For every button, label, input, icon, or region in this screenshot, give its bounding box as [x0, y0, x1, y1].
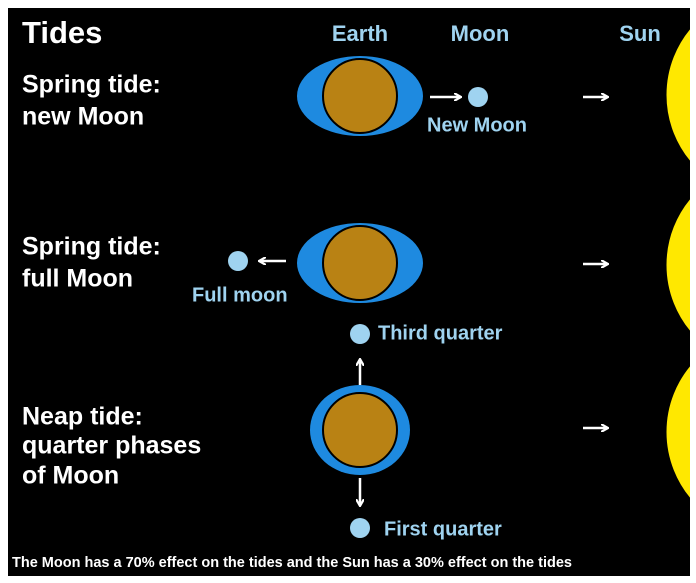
moon: [350, 518, 370, 538]
tides-diagram: Tides Earth Moon Sun Spring tide: new Mo…: [0, 0, 696, 583]
suns: [665, 0, 696, 537]
moon: [228, 251, 248, 271]
moon: [350, 324, 370, 344]
moon-label: New Moon: [427, 114, 527, 136]
moon-label: First quarter: [384, 518, 502, 540]
moon: [468, 87, 488, 107]
panel-label: Neap tide:: [22, 403, 143, 431]
footer: The Moon has a 70% effect on the tides a…: [12, 555, 572, 571]
panel-label: quarter phases: [22, 432, 201, 460]
panel-label: full Moon: [22, 265, 133, 293]
title: Tides: [22, 15, 102, 50]
panel-label: Spring tide:: [22, 71, 161, 99]
moon-label: Full moon: [192, 284, 288, 306]
earth: [323, 59, 397, 133]
panel-label: of Moon: [22, 462, 119, 490]
earth: [323, 226, 397, 300]
column-header: Moon: [451, 21, 510, 46]
moon-label: Third quarter: [378, 322, 503, 344]
panel-label: new Moon: [22, 103, 144, 131]
panel-label: Spring tide:: [22, 233, 161, 261]
earth: [323, 393, 397, 467]
column-header: Sun: [619, 21, 661, 46]
column-header: Earth: [332, 21, 388, 46]
